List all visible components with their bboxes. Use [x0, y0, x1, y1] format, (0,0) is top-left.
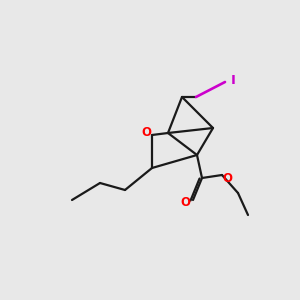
Text: I: I: [231, 74, 236, 86]
Text: O: O: [180, 196, 190, 208]
Text: O: O: [222, 172, 232, 184]
Text: O: O: [141, 125, 151, 139]
